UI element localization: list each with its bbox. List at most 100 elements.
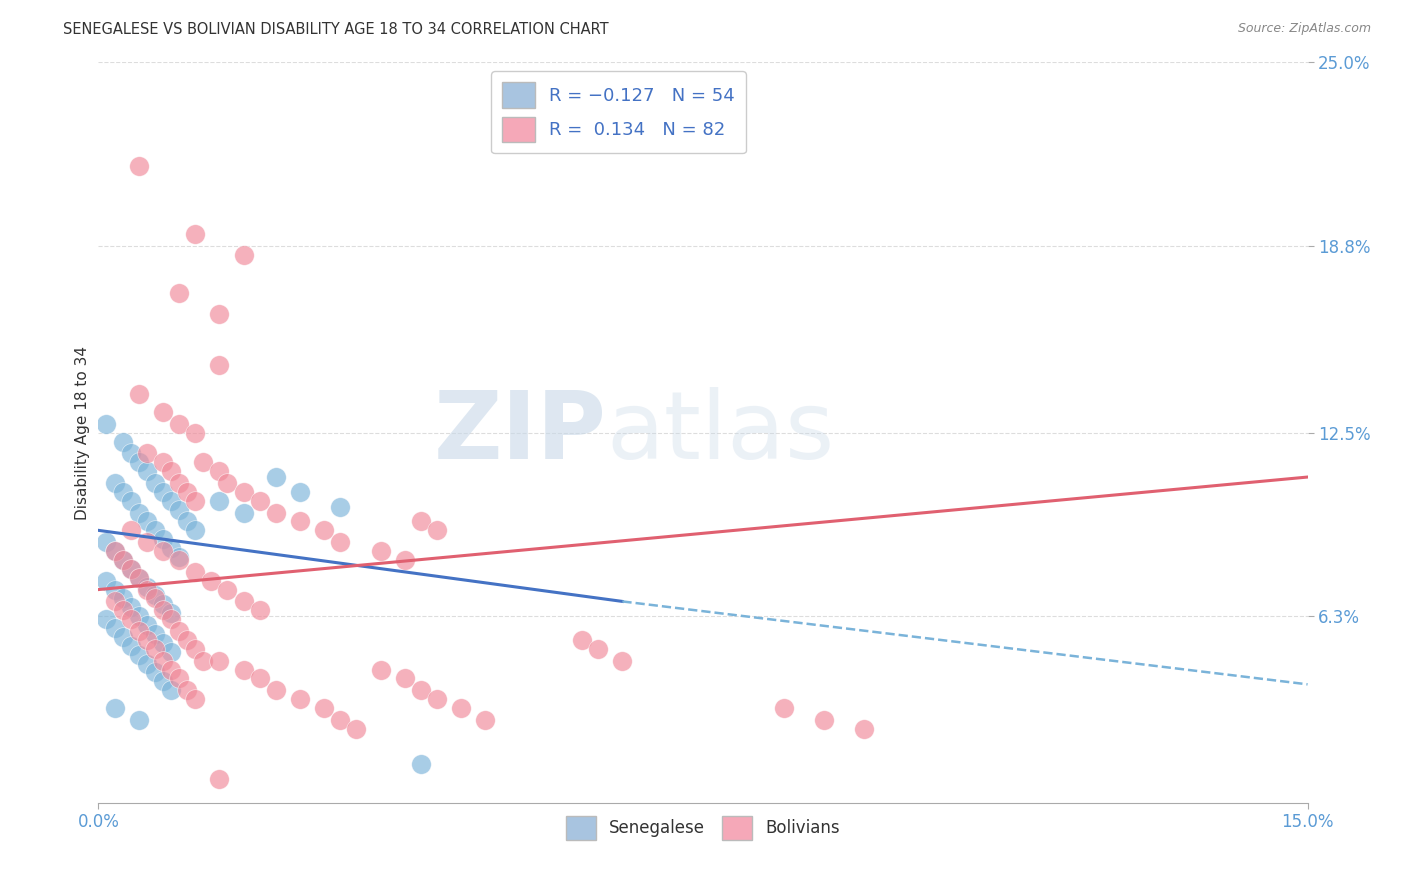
Point (152, 674, 174, 689)
Point (160, 683, 183, 698)
Point (96, 417, 118, 431)
Point (103, 701, 125, 715)
Point (152, 603, 174, 617)
Point (474, 713, 496, 727)
Point (314, 524, 336, 538)
Point (143, 524, 166, 538)
Text: SENEGALESE VS BOLIVIAN DISABILITY AGE 18 TO 34 CORRELATION CHART: SENEGALESE VS BOLIVIAN DISABILITY AGE 18… (63, 22, 609, 37)
Point (409, 683, 432, 698)
Point (160, 541, 183, 555)
Point (176, 632, 198, 647)
Point (120, 493, 142, 508)
Point (128, 648, 150, 662)
Point (103, 621, 125, 635)
Point (120, 524, 142, 538)
Point (120, 446, 142, 460)
Point (111, 603, 134, 617)
Point (167, 624, 190, 638)
Point (128, 624, 150, 638)
Point (111, 553, 134, 567)
Point (120, 639, 142, 653)
Point (135, 632, 157, 647)
Point (184, 692, 207, 706)
Y-axis label: Disability Age 18 to 34: Disability Age 18 to 34 (75, 345, 90, 520)
Point (103, 475, 125, 490)
Point (612, 654, 634, 668)
Point (232, 594, 254, 608)
Point (184, 641, 207, 656)
Point (111, 553, 134, 567)
Point (450, 701, 472, 715)
Point (111, 630, 134, 644)
Point (208, 307, 231, 321)
Point (103, 594, 125, 608)
Point (232, 663, 254, 677)
Text: atlas: atlas (606, 386, 835, 479)
Point (184, 524, 207, 538)
Point (232, 506, 254, 520)
Point (152, 636, 174, 650)
Point (96, 612, 118, 626)
Point (249, 493, 271, 508)
Point (103, 544, 125, 558)
Point (120, 562, 142, 576)
Point (143, 591, 166, 606)
Point (96, 535, 118, 549)
Point (103, 582, 125, 597)
Point (288, 515, 311, 529)
Point (128, 571, 150, 585)
Point (135, 535, 157, 549)
Point (160, 663, 183, 677)
Point (264, 506, 287, 520)
Point (200, 574, 222, 588)
Point (128, 713, 150, 727)
Point (176, 484, 198, 499)
Point (329, 713, 352, 727)
Point (167, 286, 190, 301)
Point (135, 582, 157, 597)
Point (135, 464, 157, 478)
Point (344, 722, 367, 736)
Point (167, 475, 190, 490)
Point (96, 574, 118, 588)
Point (160, 607, 183, 621)
Point (264, 683, 287, 698)
Point (128, 571, 150, 585)
Point (232, 248, 254, 262)
Point (167, 502, 190, 516)
Point (152, 533, 174, 547)
Point (249, 603, 271, 617)
Point (111, 434, 134, 449)
Point (208, 358, 231, 372)
Point (329, 535, 352, 549)
Point (232, 484, 254, 499)
Point (120, 600, 142, 615)
Point (314, 701, 336, 715)
Point (167, 549, 190, 564)
Point (167, 672, 190, 686)
Point (217, 475, 239, 490)
Point (426, 692, 449, 706)
Point (111, 591, 134, 606)
Point (813, 713, 835, 727)
Point (217, 582, 239, 597)
Text: ZIP: ZIP (433, 386, 606, 479)
Point (394, 553, 416, 567)
Point (152, 455, 174, 469)
Point (249, 672, 271, 686)
Point (143, 641, 166, 656)
Point (394, 672, 416, 686)
Point (370, 544, 392, 558)
Point (135, 446, 157, 460)
Point (853, 722, 876, 736)
Point (160, 464, 183, 478)
Point (128, 455, 150, 469)
Point (264, 470, 287, 484)
Point (329, 500, 352, 514)
Point (426, 524, 449, 538)
Text: Source: ZipAtlas.com: Source: ZipAtlas.com (1237, 22, 1371, 36)
Point (184, 425, 207, 440)
Point (184, 493, 207, 508)
Point (370, 663, 392, 677)
Point (143, 665, 166, 680)
